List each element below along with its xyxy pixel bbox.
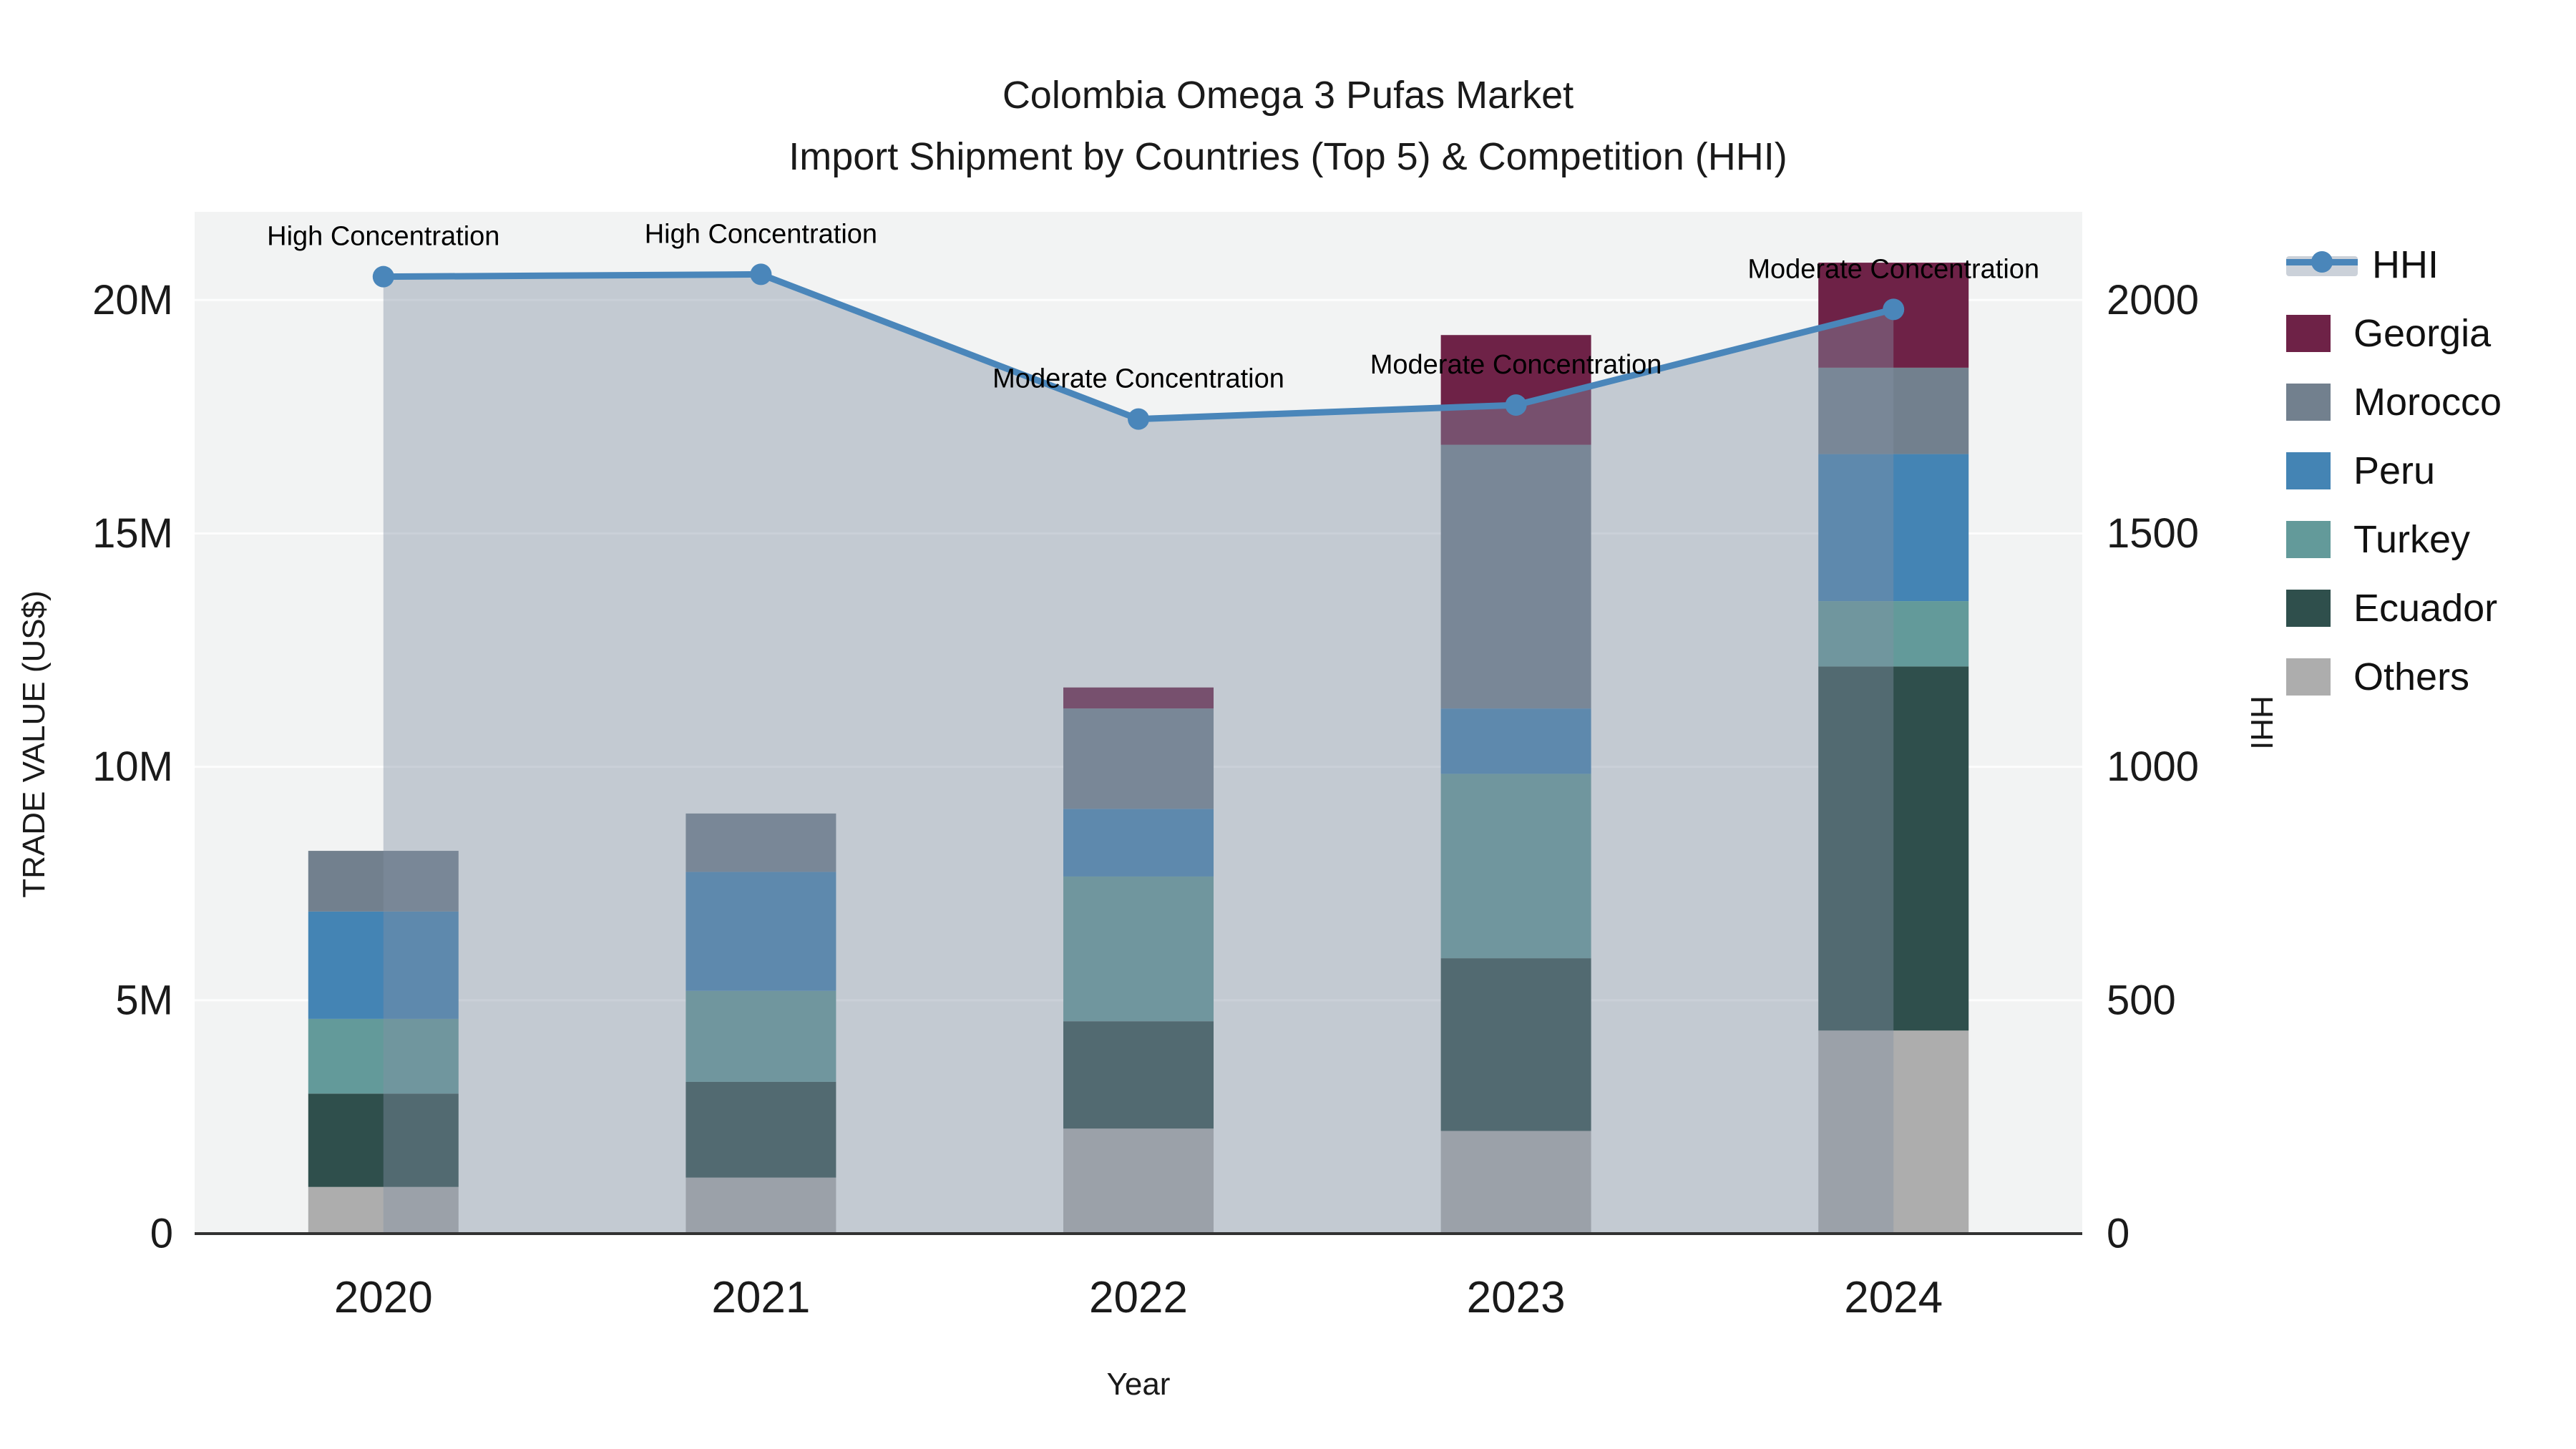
y-tick-label-left-20M: 20M [92, 277, 173, 323]
x-tick-label-2021: 2021 [711, 1273, 810, 1322]
bar-segment-others-2021[interactable] [686, 1177, 836, 1234]
legend-item-hhi[interactable]: HHI [2286, 230, 2502, 299]
hhi-marker-2024[interactable] [1883, 298, 1905, 321]
y-axis-title-right: HHI [2244, 696, 2279, 750]
x-tick-label-2024: 2024 [1844, 1273, 1943, 1322]
annotation-2023: Moderate Concentration [1370, 350, 1662, 380]
x-tick-label-2022: 2022 [1089, 1273, 1188, 1322]
legend-item-peru[interactable]: Peru [2286, 436, 2502, 505]
legend-label-morocco: Morocco [2353, 381, 2502, 424]
bar-segment-ecuador-2021[interactable] [686, 1081, 836, 1178]
bar-segment-others-2020[interactable] [308, 1186, 459, 1234]
y-tick-label-left-0: 0 [150, 1211, 173, 1257]
bar-segment-turkey-2024[interactable] [1818, 601, 1969, 667]
hhi-marker-2020[interactable] [372, 265, 394, 288]
legend-label-others: Others [2353, 655, 2470, 698]
legend-item-ecuador[interactable]: Ecuador [2286, 574, 2502, 643]
bar-segment-morocco-2020[interactable] [308, 851, 459, 912]
x-tick-label-2020: 2020 [334, 1273, 433, 1322]
bar-segment-morocco-2023[interactable] [1440, 444, 1591, 709]
bar-segment-georgia-2022[interactable] [1063, 687, 1214, 709]
legend-item-morocco[interactable]: Morocco [2286, 368, 2502, 436]
hhi-marker-2022[interactable] [1128, 408, 1149, 430]
y-tick-label-left-10M: 10M [92, 743, 173, 790]
annotation-2021: High Concentration [645, 219, 877, 249]
legend-item-others[interactable]: Others [2286, 643, 2502, 711]
annotation-2020: High Concentration [267, 222, 499, 252]
hhi-line-swatch-icon [2286, 250, 2358, 279]
x-tick-label-2023: 2023 [1467, 1273, 1566, 1322]
y-tick-label-right-500: 500 [2107, 977, 2176, 1023]
legend-item-turkey[interactable]: Turkey [2286, 505, 2502, 574]
bar-segment-peru-2024[interactable] [1818, 454, 1969, 602]
legend-label-hhi: HHI [2372, 243, 2439, 286]
legend-swatch-peru [2286, 452, 2331, 489]
page-title-line2: Import Shipment by Countries (Top 5) & C… [789, 135, 1787, 178]
legend-label-peru: Peru [2353, 449, 2436, 492]
page-title-line1: Colombia Omega 3 Pufas Market [1002, 74, 1574, 117]
bar-segment-turkey-2023[interactable] [1440, 774, 1591, 959]
annotation-2024: Moderate Concentration [1747, 254, 2039, 284]
legend-item-georgia[interactable]: Georgia [2286, 299, 2502, 368]
bar-segment-ecuador-2020[interactable] [308, 1093, 459, 1187]
legend-swatch-others [2286, 658, 2331, 696]
hhi-marker-dot [2311, 251, 2333, 273]
hhi-marker-2021[interactable] [750, 263, 772, 286]
bar-segment-peru-2020[interactable] [308, 911, 459, 1019]
hhi-marker-2023[interactable] [1505, 394, 1527, 416]
y-tick-label-left-5M: 5M [115, 977, 173, 1023]
bar-segment-morocco-2022[interactable] [1063, 708, 1214, 809]
legend-label-georgia: Georgia [2353, 312, 2492, 355]
y-tick-label-right-1000: 1000 [2107, 743, 2199, 790]
bar-segment-turkey-2022[interactable] [1063, 876, 1214, 1022]
legend-swatch-ecuador [2286, 590, 2331, 627]
bar-segment-peru-2022[interactable] [1063, 809, 1214, 877]
annotation-2022: Moderate Concentration [992, 364, 1284, 394]
bar-segment-turkey-2020[interactable] [308, 1018, 459, 1094]
y-tick-label-right-0: 0 [2107, 1211, 2129, 1257]
y-tick-label-right-1500: 1500 [2107, 510, 2199, 557]
legend-swatch-turkey [2286, 521, 2331, 558]
hhi-area-fill [383, 274, 1894, 1234]
bar-segment-peru-2023[interactable] [1440, 708, 1591, 774]
legend: HHI Georgia Morocco Peru Turkey Ecuador Others [2286, 230, 2502, 711]
legend-label-turkey: Turkey [2353, 518, 2471, 561]
legend-swatch-georgia [2286, 315, 2331, 352]
bar-segment-morocco-2021[interactable] [686, 813, 836, 872]
y-tick-label-left-15M: 15M [92, 510, 173, 557]
bar-segment-morocco-2024[interactable] [1818, 367, 1969, 454]
bar-segment-ecuador-2023[interactable] [1440, 958, 1591, 1131]
x-axis-title: Year [1106, 1367, 1171, 1402]
bar-segment-peru-2021[interactable] [686, 872, 836, 991]
legend-label-ecuador: Ecuador [2353, 587, 2498, 630]
bar-segment-others-2024[interactable] [1818, 1030, 1969, 1234]
bar-segment-turkey-2021[interactable] [686, 990, 836, 1082]
y-axis-title-left: TRADE VALUE (US$) [16, 590, 52, 898]
bar-segment-ecuador-2022[interactable] [1063, 1021, 1214, 1129]
bar-segment-others-2023[interactable] [1440, 1131, 1591, 1234]
bar-segment-ecuador-2024[interactable] [1818, 666, 1969, 1031]
legend-swatch-morocco [2286, 384, 2331, 421]
y-tick-label-right-2000: 2000 [2107, 277, 2199, 323]
bar-segment-others-2022[interactable] [1063, 1128, 1214, 1234]
